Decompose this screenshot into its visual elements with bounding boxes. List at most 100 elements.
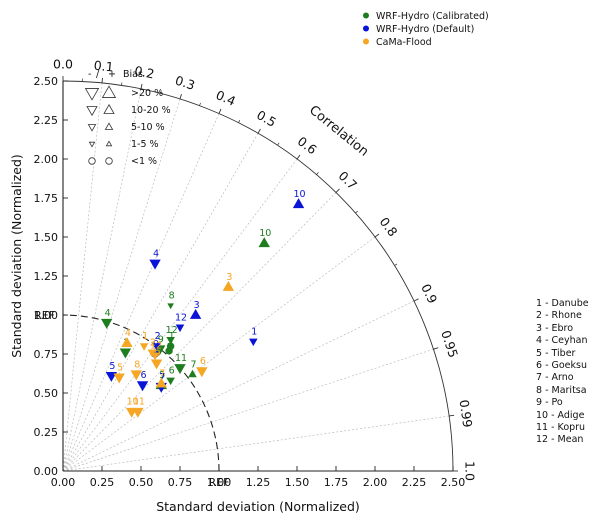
data-point	[249, 338, 258, 347]
y-axis-label: Standard deviation (Normalized)	[9, 154, 24, 358]
data-point-label: 5	[109, 361, 115, 372]
legend-marker	[363, 25, 369, 32]
x-tick-label: 1.25	[246, 476, 271, 489]
correlation-tick-label: 0.5	[254, 107, 279, 130]
data-point-label: 12	[175, 312, 187, 323]
bias-legend-label: >20 %	[131, 88, 163, 99]
data-point-label: 2	[150, 337, 156, 348]
bias-symbol-positive	[101, 85, 117, 98]
x-tick-label: 2.50	[441, 476, 466, 489]
ref-label-x: REF	[209, 476, 230, 489]
correlation-ray	[62, 415, 450, 472]
station-legend-item: 7 - Arno	[536, 372, 574, 384]
correlation-ray	[62, 113, 220, 472]
correlation-tick	[101, 77, 103, 83]
bias-legend: - / + Bias >20 % 10-20 % 5-10 % 1-5 % <1 %	[84, 69, 171, 167]
correlation-tick	[140, 83, 143, 89]
data-point-label: 3	[226, 272, 232, 283]
correlation-minor-tick	[316, 172, 319, 175]
data-point	[130, 370, 143, 381]
data-point	[292, 198, 305, 209]
data-point-label: 6	[169, 366, 175, 377]
data-point-label: 10	[294, 189, 306, 200]
data-point-label: 12	[166, 325, 178, 336]
data-point	[166, 337, 175, 345]
data-point-label: 5	[159, 370, 165, 381]
correlation-minor-tick	[355, 210, 358, 214]
y-tick-label: 1.25	[34, 270, 59, 283]
correlation-tick-label: 0.3	[173, 73, 196, 93]
station-legend-item: 8 - Maritsa	[536, 384, 587, 396]
legend-label: CaMa-Flood	[376, 37, 432, 48]
data-point	[147, 349, 157, 358]
station-legend-item: 5 - Tiber	[536, 347, 576, 359]
x-tick-label: 2.00	[363, 476, 388, 489]
data-point-label: 7	[159, 372, 165, 383]
correlation-tick-label: 0.99	[457, 399, 476, 429]
x-tick-label: 0.25	[90, 476, 115, 489]
axes: Standard deviation (Normalized) Standard…	[9, 75, 465, 514]
data-point-label: 11	[133, 397, 145, 408]
correlation-tick-label: 0.8	[377, 214, 401, 239]
correlation-tick	[179, 94, 182, 100]
reference-arc	[62, 314, 220, 472]
data-point-label: 6	[141, 370, 147, 381]
data-point	[105, 371, 118, 382]
x-tick-label: 1.00	[207, 476, 232, 489]
correlation-tick-label: 0.0	[53, 57, 73, 72]
bias-legend-header: /	[96, 69, 100, 80]
data-point-label: 1	[142, 331, 148, 342]
station-legend-item: 11 - Kopru	[536, 422, 586, 434]
station-legend-item: 9 - Po	[536, 397, 563, 409]
data-points: 4108129231176514103121295673411292685710…	[100, 189, 306, 418]
data-point-label: 4	[105, 308, 111, 319]
data-point	[188, 369, 197, 378]
y-tick-label: 1.00	[34, 309, 59, 322]
x-tick-label: 2.25	[402, 476, 427, 489]
correlation-tick	[413, 298, 419, 302]
x-tick-label: 0.75	[168, 476, 193, 489]
bias-symbol-negative	[88, 141, 96, 148]
correlation-ray	[62, 192, 337, 472]
data-point-label: 6	[200, 356, 206, 367]
data-point	[175, 324, 185, 333]
y-tick-label: 0.25	[34, 426, 59, 439]
ref-label-y: REF	[34, 309, 55, 322]
data-point-label: 5	[117, 362, 123, 373]
data-point-label: 1	[169, 331, 175, 342]
correlation-label: Correlation	[306, 103, 371, 160]
data-point	[150, 359, 163, 370]
series-legend: WRF-Hydro (Calibrated) WRF-Hydro (Default…	[363, 11, 489, 48]
y-tick-label: 2.00	[34, 153, 59, 166]
correlation-tick-label: 1.0	[463, 461, 478, 481]
data-point-label: 12	[150, 341, 162, 352]
correlation-ray	[62, 348, 434, 472]
correlation-minor-tick	[433, 347, 437, 350]
x-tick-label: 0.50	[129, 476, 154, 489]
x-tick-label: 1.75	[324, 476, 349, 489]
bias-symbol-positive	[105, 157, 113, 165]
station-legend-item: 2 - Rhone	[536, 310, 582, 322]
y-tick-label: 2.50	[34, 75, 59, 88]
correlation-tick-label: 0.95	[438, 328, 461, 359]
data-point-label: 8	[134, 359, 140, 370]
data-point-label: 4	[153, 249, 159, 260]
y-tick-label: 0.00	[34, 465, 59, 478]
data-point	[113, 373, 125, 384]
data-point-label: 10	[259, 228, 271, 239]
correlation-minor-tick	[199, 102, 201, 106]
correlation-tick-label: 0.2	[133, 63, 155, 82]
correlation-ray	[62, 133, 259, 472]
correlation-tick-label: 0.4	[214, 87, 238, 109]
data-point-label: 2	[155, 331, 161, 342]
bias-legend-label: 1-5 %	[131, 139, 159, 150]
correlation-ray	[62, 98, 181, 472]
data-point-label: 9	[155, 348, 161, 359]
correlation-ray	[62, 88, 142, 472]
x-tick-label: 1.50	[285, 476, 310, 489]
correlation-ray	[62, 300, 415, 472]
bias-symbol-positive	[105, 140, 113, 147]
data-point	[136, 381, 149, 392]
correlation-minor-tick	[277, 142, 280, 146]
